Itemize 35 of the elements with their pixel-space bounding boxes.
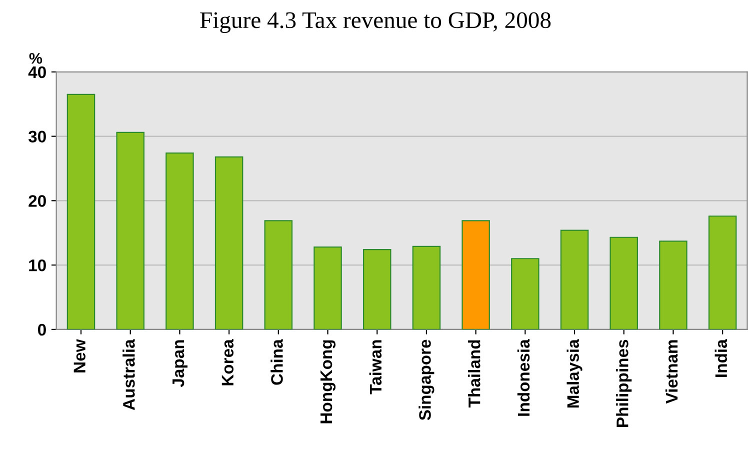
bar (362, 249, 392, 330)
x-tick-label: Vietnam (665, 340, 678, 404)
x-tick-label: Australia (122, 339, 135, 410)
x-tick-label: China (270, 339, 283, 385)
x-tick-label: Thailand (468, 340, 480, 408)
bar (66, 94, 96, 330)
y-tick-label: 0 (38, 324, 46, 336)
y-tick-label: 10 (29, 259, 46, 272)
x-tick-label: Japan (172, 340, 188, 388)
y-tick-label: 40 (28, 66, 46, 78)
x-tick-label: New (74, 339, 86, 372)
bar (610, 236, 638, 330)
bar (511, 258, 540, 330)
x-tick-label: India (714, 339, 728, 377)
x-tick-label: Korea (222, 339, 234, 386)
bar (166, 152, 194, 330)
bar (314, 246, 342, 330)
x-tick-label: Malaysia (566, 339, 582, 408)
x-tick-label: HongKong (320, 340, 336, 424)
bar (214, 156, 244, 330)
x-tick-label: Indonesia (517, 339, 530, 416)
x-tick-label: Taiwan (369, 340, 382, 394)
bar (264, 220, 293, 330)
y-tick-label: 30 (28, 130, 46, 143)
chart-title: Figure 4.3 Tax revenue to GDP, 2008 (200, 12, 551, 34)
bar (708, 216, 737, 330)
bar (412, 246, 441, 330)
y-axis-title: % (29, 52, 42, 64)
bar (462, 220, 490, 330)
y-tick-label: 20 (28, 195, 46, 207)
x-tick-label: Philippines (616, 340, 632, 427)
bar (560, 230, 589, 330)
bar (659, 240, 688, 330)
x-tick-label: Singapore (418, 340, 434, 420)
bar (116, 132, 144, 330)
